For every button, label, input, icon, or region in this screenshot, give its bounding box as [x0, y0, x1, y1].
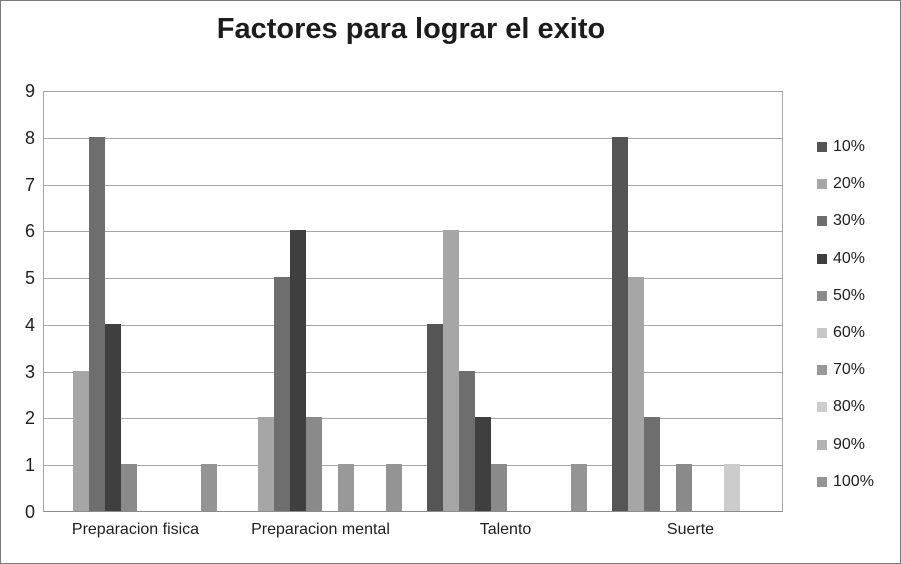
legend-swatch — [817, 142, 827, 152]
bar — [474, 417, 491, 511]
x-axis-label: Talento — [479, 521, 532, 538]
legend-item: 50% — [817, 286, 866, 304]
legend-swatch — [817, 253, 827, 264]
gridline — [44, 324, 782, 326]
y-axis-tick-label: 0 — [24, 502, 35, 522]
bar — [611, 137, 628, 511]
legend-item: 10% — [817, 138, 866, 155]
bar — [627, 277, 644, 511]
bar — [675, 464, 692, 511]
bar — [305, 417, 322, 511]
legend-swatch — [817, 365, 827, 376]
bar — [490, 464, 507, 511]
y-axis-tick-label: 9 — [24, 81, 35, 101]
bar — [643, 417, 660, 511]
legend-item: 40% — [817, 249, 866, 267]
bar — [104, 324, 121, 511]
gridline — [44, 278, 782, 280]
bar — [337, 464, 354, 511]
gridline — [44, 137, 782, 139]
bar — [723, 464, 740, 511]
legend-label: 90% — [833, 435, 866, 453]
bar — [458, 371, 475, 511]
legend-label: 40% — [833, 249, 866, 267]
y-axis-tick-label: 7 — [24, 174, 35, 195]
x-axis-label: Suerte — [666, 521, 715, 538]
legend-label: 10% — [833, 138, 866, 155]
bar — [257, 417, 274, 511]
bar — [72, 371, 89, 511]
legend-label: 30% — [833, 212, 866, 230]
gridline — [44, 465, 782, 467]
legend-swatch — [817, 216, 827, 227]
legend-item: 90% — [817, 435, 866, 453]
legend: 10% 20% 30% 40% 50% 60% 70% 80% 90% 100% — [811, 1, 900, 563]
gridline — [44, 184, 782, 186]
legend-label: 80% — [833, 398, 866, 416]
y-axis-tick-label: 1 — [24, 455, 35, 476]
bar — [570, 464, 587, 511]
y-axis-tick-label: 4 — [24, 314, 35, 335]
x-axis-label: Preparacion fisica — [71, 521, 200, 538]
legend-label: 70% — [833, 361, 866, 379]
legend-item: 80% — [817, 398, 866, 416]
legend-swatch — [817, 476, 827, 487]
legend-swatch — [817, 290, 827, 301]
legend-swatch — [817, 179, 827, 190]
chart-title: Factores para lograr el exito — [216, 13, 606, 45]
legend-label: 100% — [833, 472, 874, 490]
gridline — [44, 418, 782, 420]
bar — [426, 324, 443, 511]
bar — [385, 464, 402, 511]
gridline — [44, 231, 782, 233]
bar — [273, 277, 290, 511]
legend-label: 20% — [833, 175, 866, 193]
bar — [442, 230, 459, 511]
x-axis-label: Preparacion mental — [251, 521, 390, 538]
bar — [200, 464, 217, 511]
legend-swatch — [817, 439, 827, 450]
y-axis-tick-label: 3 — [24, 361, 35, 382]
plot-area — [43, 91, 783, 512]
legend-item: 60% — [817, 324, 866, 341]
bar — [289, 230, 306, 511]
legend-label: 60% — [833, 324, 866, 341]
legend-item: 20% — [817, 175, 866, 193]
y-axis-tick-label: 6 — [24, 221, 35, 242]
bar — [88, 137, 105, 511]
y-axis-tick-label: 8 — [24, 127, 35, 148]
bar — [120, 464, 137, 511]
legend-item: 100% — [817, 472, 874, 490]
gridline — [44, 371, 782, 373]
legend-item: 70% — [817, 361, 866, 379]
y-axis-tick-label: 5 — [24, 268, 35, 289]
y-axis-tick-label: 2 — [24, 408, 35, 429]
legend-swatch — [817, 328, 827, 338]
legend-swatch — [817, 402, 827, 413]
legend-label: 50% — [833, 286, 866, 304]
legend-item: 30% — [817, 212, 866, 230]
